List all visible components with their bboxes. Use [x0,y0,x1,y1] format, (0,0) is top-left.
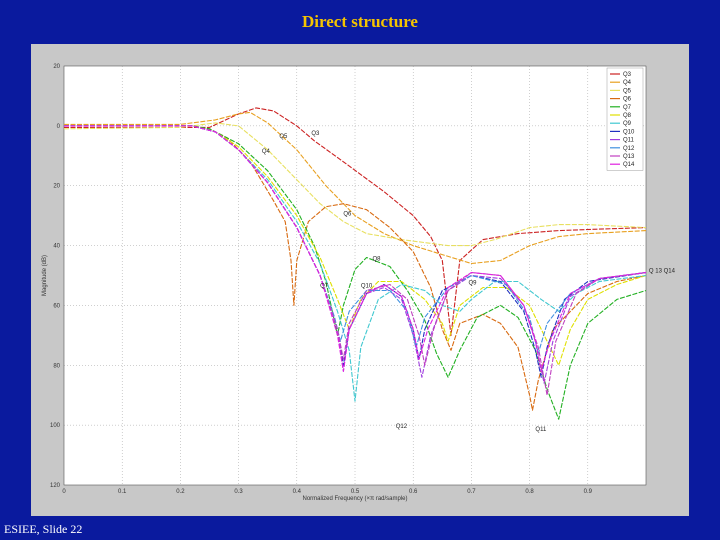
legend-label-q6: Q6 [623,97,632,103]
legend-label-q12: Q12 [623,146,635,152]
legend-label-q10: Q10 [623,129,635,135]
y-tick-label: 20 [53,184,60,190]
legend-box [606,67,644,171]
x-axis-label: Normalized Frequency (×π rad/sample) [302,496,407,502]
legend-label-q3: Q3 [623,72,632,78]
y-tick-label: 100 [50,423,61,429]
x-tick-label: 0.6 [409,489,418,495]
curve-annotation: Q5 [279,134,288,140]
series-line-q14 [64,125,647,372]
curve-annotation: Q7 [320,283,329,289]
curve-annotation: Q3 [311,131,320,137]
curve-annotation: Q10 [361,283,373,289]
legend-label-q4: Q4 [623,80,632,86]
legend-label-q7: Q7 [623,105,632,111]
series-line-q7 [64,125,647,420]
curve-annotation: Q 13 Q14 [649,269,676,275]
plot-area [63,65,647,486]
curve-annotation: Q11 [535,427,547,433]
curve-annotation: Q8 [372,257,381,263]
x-tick-label: 0.4 [293,489,302,495]
legend-label-q9: Q9 [623,121,632,127]
y-tick-label: 40 [53,244,60,250]
y-tick-label: 120 [50,483,61,489]
x-tick-label: 0.5 [351,489,360,495]
legend-label-q5: Q5 [623,88,632,94]
plot-figure: 0 0.1 0.2 0.3 0.4 0.5 0.6 0.7 0.8 0.9 20 0 20 40 60 80 1… [31,44,689,516]
x-tick-label: 0 [62,489,66,495]
y-tick-label: 20 [53,64,60,70]
series-line-q9 [64,125,647,402]
y-axis-label: Magnitude (dB) [42,255,48,296]
legend-label-q13: Q13 [623,154,635,160]
x-tick-label: 0.3 [234,489,243,495]
x-tick-label: 0.9 [584,489,593,495]
x-tick-label: 0.7 [467,489,476,495]
y-tick-label: 60 [53,303,60,309]
series-line-q3 [64,107,647,336]
x-tick-label: 0.8 [525,489,534,495]
curve-annotation: Q9 [468,280,477,286]
curve-annotation: Q4 [262,149,271,155]
legend-label-q11: Q11 [623,138,635,144]
y-tick-label: 0 [57,124,61,130]
series-line-q6 [64,125,647,411]
curve-annotation: Q12 [396,424,408,430]
curve-annotation: Q6 [343,212,352,218]
x-tick-label: 0.1 [118,489,127,495]
slide-title: Direct structure [302,12,418,31]
slide-footer: ESIEE, Slide 22 [4,522,83,536]
series-line-q4 [64,111,647,265]
legend-label-q14: Q14 [623,162,635,168]
x-tick-label: 0.2 [176,489,185,495]
magnitude-response-chart: 0 0.1 0.2 0.3 0.4 0.5 0.6 0.7 0.8 0.9 20 0 20 40 60 80 1… [42,64,676,502]
series-line-q5 [63,122,647,247]
y-tick-label: 80 [53,363,60,369]
legend-label-q8: Q8 [623,113,632,119]
series-line-q8 [64,125,647,366]
